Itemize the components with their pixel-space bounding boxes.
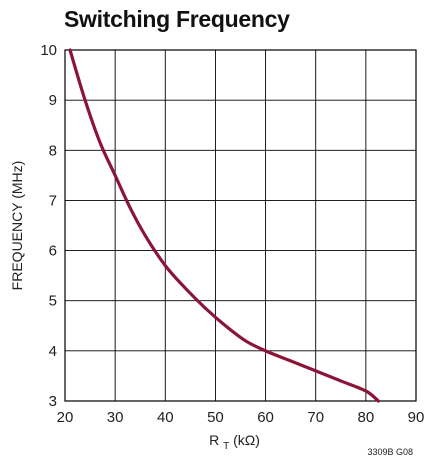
x-tick-label: 30	[107, 409, 124, 426]
series-line	[68, 48, 380, 403]
y-tick-label: 9	[49, 92, 57, 109]
x-tick-label: 40	[157, 409, 174, 426]
x-tick-label: 60	[257, 409, 274, 426]
x-axis-label-main: R	[209, 432, 219, 448]
y-tick-label: 6	[49, 243, 57, 260]
y-tick-label: 8	[49, 142, 57, 159]
x-tick-label: 90	[408, 409, 425, 426]
x-axis-label: R T (kΩ)	[209, 432, 260, 452]
y-tick-label: 7	[49, 192, 57, 209]
x-tick-label: 50	[207, 409, 224, 426]
x-tick-label: 20	[57, 409, 74, 426]
x-tick-label: 80	[358, 409, 375, 426]
grid	[64, 49, 417, 402]
x-axis-label-sub: T	[223, 441, 229, 452]
y-tick-label: 10	[40, 42, 57, 59]
y-tick-label: 4	[49, 343, 57, 360]
y-tick-label: 3	[49, 393, 57, 410]
figure-code: 3309B G08	[367, 447, 413, 457]
chart-title: Switching Frequency	[64, 6, 290, 32]
y-tick-label: 5	[49, 293, 57, 310]
x-tick-label: 70	[307, 409, 324, 426]
plot-frame	[64, 49, 417, 402]
x-axis-label-rest: (kΩ)	[233, 432, 260, 448]
tick-labels: 20 30 40 50 60 70 80 90 3 4 5 6 7 8 9 10	[40, 42, 424, 426]
y-axis-label: FREQUENCY (MHz)	[9, 161, 25, 291]
